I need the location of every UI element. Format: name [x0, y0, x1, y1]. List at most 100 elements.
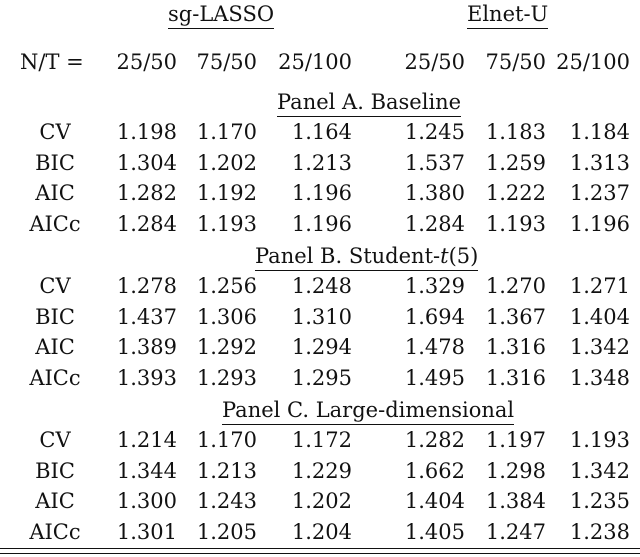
- table-cell: 1.213: [291, 150, 352, 175]
- table-cell: 1.348: [569, 366, 630, 391]
- table-cell: 1.662: [404, 458, 465, 483]
- table-cell: 1.384: [485, 489, 546, 514]
- panel-title: Panel A. Baseline: [277, 90, 462, 117]
- table-cell: 1.193: [485, 212, 546, 237]
- row-label: CV: [39, 274, 71, 298]
- row-label: BIC: [35, 458, 75, 483]
- column-header: 25/50: [116, 50, 177, 74]
- table-cell: 1.202: [196, 150, 257, 175]
- table-cell: 1.292: [196, 335, 257, 360]
- table-cell: 1.196: [291, 212, 352, 237]
- table-cell: 1.344: [116, 458, 177, 483]
- table-cell: 1.198: [116, 120, 177, 144]
- table-cell: 1.172: [291, 428, 352, 452]
- table-cell: 1.247: [485, 520, 546, 545]
- row-label: AIC: [35, 335, 75, 360]
- table-cell: 1.437: [116, 304, 177, 329]
- panel-title-italic: t: [440, 244, 449, 268]
- table-cell: 1.380: [404, 181, 465, 206]
- table-cell: 1.295: [291, 366, 352, 391]
- row-label: AIC: [35, 489, 75, 514]
- table-cell: 1.405: [404, 520, 465, 545]
- table-cell: 1.294: [291, 335, 352, 360]
- table-cell: 1.235: [569, 489, 630, 514]
- table-cell: 1.193: [196, 212, 257, 237]
- table-cell: 1.495: [404, 366, 465, 391]
- group-header-elnet-u: Elnet-U: [467, 4, 549, 29]
- table-cell: 1.282: [404, 428, 465, 452]
- column-header: 25/100: [556, 50, 630, 74]
- table-cell: 1.197: [485, 428, 546, 452]
- table-cell: 1.196: [569, 212, 630, 237]
- table-cell: 1.301: [116, 520, 177, 545]
- table-cell: 1.389: [116, 335, 177, 360]
- row-label: CV: [39, 120, 71, 144]
- table-cell: 1.204: [291, 520, 352, 545]
- table-cell: 1.310: [291, 304, 352, 329]
- table-cell: 1.245: [404, 120, 465, 144]
- table-cell: 1.184: [569, 120, 630, 144]
- panel-title-suffix: (5): [448, 244, 479, 268]
- table-cell: 1.196: [291, 181, 352, 206]
- panel-title-text: Panel A. Baseline: [277, 90, 462, 114]
- table-cell: 1.278: [116, 274, 177, 298]
- table-cell: 1.329: [404, 274, 465, 298]
- table-cell: 1.404: [404, 489, 465, 514]
- bottom-rule: [0, 548, 640, 549]
- table-cell: 1.243: [196, 489, 257, 514]
- table-cell: 1.213: [196, 458, 257, 483]
- table-cell: 1.229: [291, 458, 352, 483]
- table-cell: 1.306: [196, 304, 257, 329]
- table-cell: 1.404: [569, 304, 630, 329]
- panel-title-text: Panel C. Large-dimensional: [222, 398, 515, 422]
- table-cell: 1.342: [569, 458, 630, 483]
- table-cell: 1.202: [291, 489, 352, 514]
- table-cell: 1.183: [485, 120, 546, 144]
- table-cell: 1.316: [485, 366, 546, 391]
- table-cell: 1.694: [404, 304, 465, 329]
- bottom-rule-double: [0, 553, 640, 554]
- table-cell: 1.282: [116, 181, 177, 206]
- table-cell: 1.393: [116, 366, 177, 391]
- row-label: BIC: [35, 150, 75, 175]
- row-label: AICc: [29, 366, 81, 391]
- table-cell: 1.270: [485, 274, 546, 298]
- row-label: AIC: [35, 181, 75, 206]
- table-cell: 1.298: [485, 458, 546, 483]
- panel-title-text: Panel B. Student-: [255, 244, 441, 268]
- table-cell: 1.304: [116, 150, 177, 175]
- column-header: 25/50: [404, 50, 465, 74]
- table-cell: 1.222: [485, 181, 546, 206]
- column-header: 75/50: [196, 50, 257, 74]
- table-cell: 1.537: [404, 150, 465, 175]
- column-header: 75/50: [485, 50, 546, 74]
- table-cell: 1.170: [196, 120, 257, 144]
- table-cell: 1.214: [116, 428, 177, 452]
- table-cell: 1.256: [196, 274, 257, 298]
- row-label: CV: [39, 428, 71, 452]
- table-cell: 1.205: [196, 520, 257, 545]
- group-header-sg-lasso: sg-LASSO: [168, 4, 275, 29]
- table-cell: 1.367: [485, 304, 546, 329]
- table-cell: 1.300: [116, 489, 177, 514]
- table-cell: 1.342: [569, 335, 630, 360]
- table-cell: 1.271: [569, 274, 630, 298]
- table-cell: 1.193: [569, 428, 630, 452]
- panel-title: Panel B. Student-t(5): [255, 244, 479, 271]
- table-cell: 1.248: [291, 274, 352, 298]
- row-label-header: N/T =: [20, 50, 84, 74]
- table-cell: 1.192: [196, 181, 257, 206]
- table-cell: 1.293: [196, 366, 257, 391]
- row-label: BIC: [35, 304, 75, 329]
- table-cell: 1.316: [485, 335, 546, 360]
- table-cell: 1.478: [404, 335, 465, 360]
- table-cell: 1.238: [569, 520, 630, 545]
- row-label: AICc: [29, 520, 81, 545]
- table-cell: 1.164: [291, 120, 352, 144]
- panel-title: Panel C. Large-dimensional: [222, 398, 515, 425]
- table-cell: 1.284: [404, 212, 465, 237]
- row-label: AICc: [29, 212, 81, 237]
- table-cell: 1.284: [116, 212, 177, 237]
- table-cell: 1.237: [569, 181, 630, 206]
